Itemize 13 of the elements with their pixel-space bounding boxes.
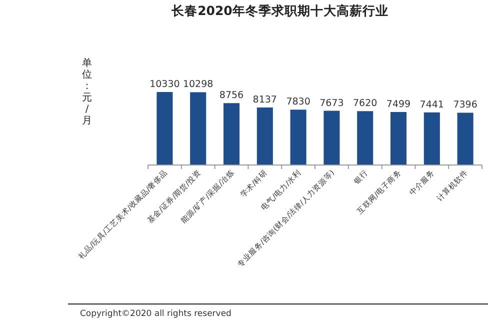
data-label: 7673	[320, 98, 344, 109]
data-label: 7441	[420, 99, 444, 110]
data-label: 10330	[150, 79, 180, 90]
data-label: 7620	[353, 98, 378, 110]
data-label: 7499	[386, 99, 411, 110]
data-label: 7830	[286, 96, 310, 108]
data-label: 10298	[182, 79, 214, 90]
data-label: 7396	[453, 100, 478, 111]
ylabel: 单位：元/月	[82, 58, 92, 126]
data-label: 8756	[219, 90, 244, 102]
data-label: 8137	[252, 94, 277, 106]
text: Copyright©2020 all rights reserved	[80, 309, 232, 319]
chart-title: 长春2020年冬季求职期十大高薪行业	[170, 3, 388, 18]
